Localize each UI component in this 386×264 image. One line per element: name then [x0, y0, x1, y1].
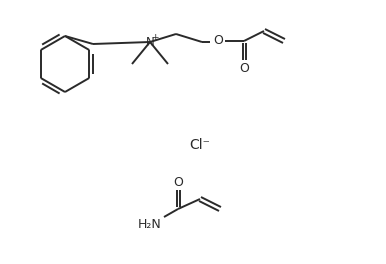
Text: N: N [146, 35, 154, 49]
Text: O: O [173, 176, 183, 188]
Text: H₂N: H₂N [138, 219, 162, 232]
Text: +: + [151, 32, 159, 41]
Text: O: O [213, 35, 223, 48]
Text: O: O [239, 62, 249, 74]
Text: Cl⁻: Cl⁻ [190, 138, 210, 152]
